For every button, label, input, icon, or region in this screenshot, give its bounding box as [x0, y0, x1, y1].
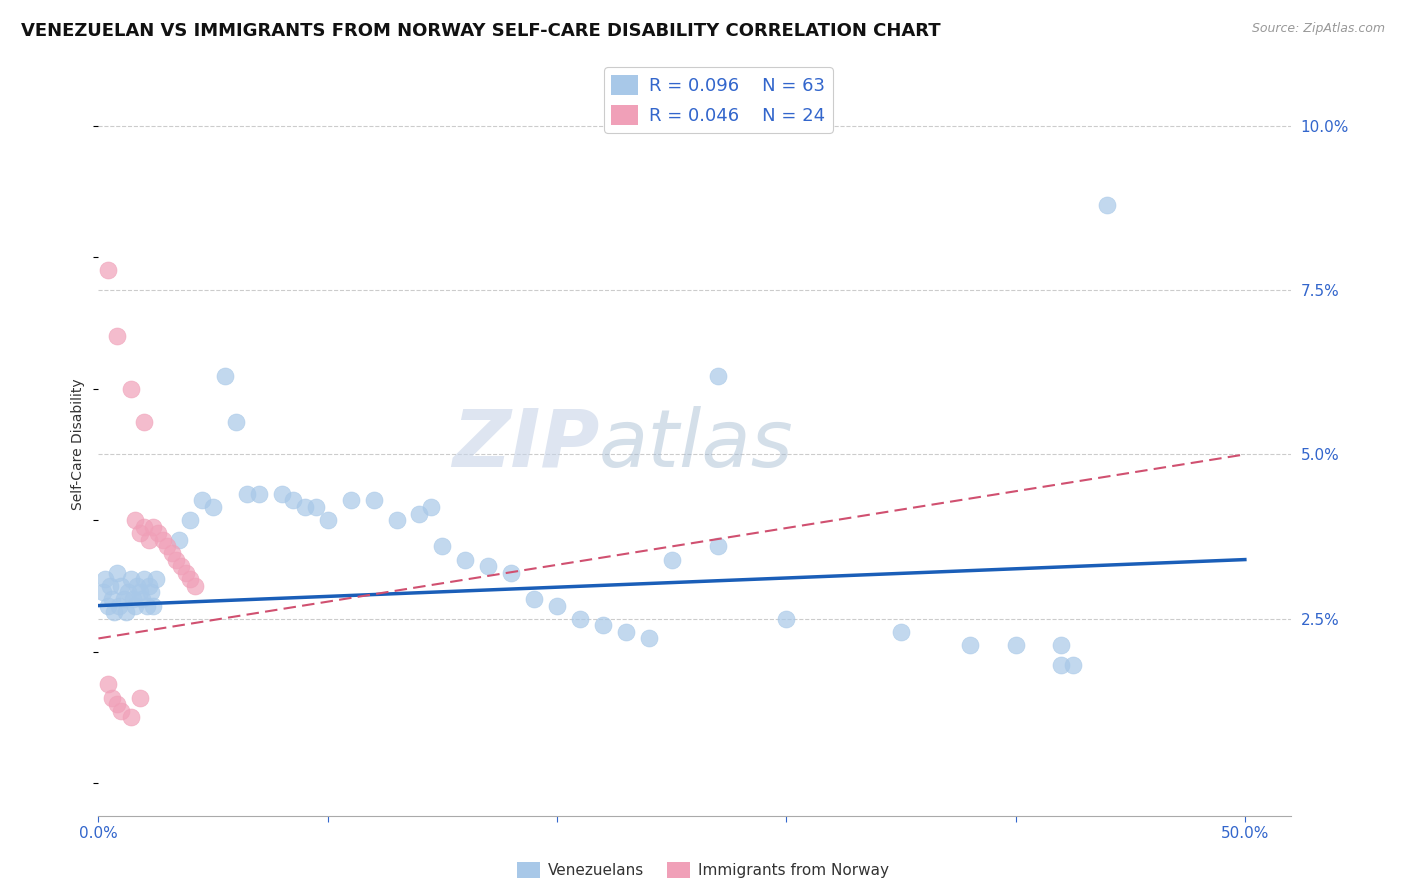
- Point: [128, 526, 150, 541]
- Point: [523, 592, 546, 607]
- Point: [120, 382, 142, 396]
- Point: [1004, 638, 1026, 652]
- Point: [270, 487, 292, 501]
- Point: [108, 599, 131, 613]
- Point: [775, 612, 797, 626]
- Point: [1050, 657, 1073, 672]
- Text: Source: ZipAtlas.com: Source: ZipAtlas.com: [1251, 22, 1385, 36]
- Point: [1062, 657, 1084, 672]
- Point: [706, 540, 728, 554]
- Point: [110, 579, 132, 593]
- Point: [501, 566, 523, 580]
- Point: [890, 624, 912, 639]
- Point: [316, 513, 339, 527]
- Point: [419, 500, 441, 514]
- Text: VENEZUELAN VS IMMIGRANTS FROM NORWAY SELF-CARE DISABILITY CORRELATION CHART: VENEZUELAN VS IMMIGRANTS FROM NORWAY SEL…: [21, 22, 941, 40]
- Point: [614, 624, 637, 639]
- Point: [247, 487, 270, 501]
- Point: [121, 592, 143, 607]
- Point: [134, 519, 156, 533]
- Point: [94, 572, 117, 586]
- Point: [190, 493, 212, 508]
- Point: [110, 704, 132, 718]
- Point: [156, 540, 179, 554]
- Point: [174, 566, 197, 580]
- Point: [637, 632, 659, 646]
- Point: [135, 599, 157, 613]
- Point: [1097, 197, 1119, 211]
- Point: [592, 618, 614, 632]
- Point: [477, 559, 499, 574]
- Point: [225, 415, 247, 429]
- Point: [179, 513, 201, 527]
- Point: [661, 552, 683, 566]
- Point: [152, 533, 174, 547]
- Text: ZIP: ZIP: [451, 406, 599, 483]
- Point: [134, 572, 156, 586]
- Point: [103, 605, 125, 619]
- Point: [339, 493, 361, 508]
- Point: [305, 500, 328, 514]
- Point: [131, 592, 153, 607]
- Point: [408, 507, 430, 521]
- Point: [568, 612, 591, 626]
- Point: [128, 585, 150, 599]
- Point: [432, 540, 454, 554]
- Point: [170, 559, 193, 574]
- Point: [142, 519, 165, 533]
- Point: [105, 329, 128, 343]
- Point: [959, 638, 981, 652]
- Point: [283, 493, 305, 508]
- Point: [141, 585, 163, 599]
- Point: [546, 599, 568, 613]
- Point: [91, 585, 114, 599]
- Legend: R = 0.096    N = 63, R = 0.046    N = 24: R = 0.096 N = 63, R = 0.046 N = 24: [605, 68, 832, 133]
- Point: [138, 533, 160, 547]
- Point: [115, 605, 138, 619]
- Point: [145, 572, 167, 586]
- Point: [98, 579, 121, 593]
- Point: [117, 585, 139, 599]
- Point: [236, 487, 259, 501]
- Y-axis label: Self-Care Disability: Self-Care Disability: [72, 379, 86, 510]
- Point: [202, 500, 225, 514]
- Point: [124, 599, 146, 613]
- Point: [97, 263, 120, 277]
- Point: [363, 493, 385, 508]
- Point: [706, 368, 728, 383]
- Point: [101, 690, 124, 705]
- Point: [124, 513, 146, 527]
- Point: [101, 592, 124, 607]
- Point: [97, 599, 120, 613]
- Point: [120, 572, 142, 586]
- Point: [105, 566, 128, 580]
- Point: [167, 533, 190, 547]
- Text: atlas: atlas: [599, 406, 794, 483]
- Point: [112, 592, 135, 607]
- Point: [128, 690, 150, 705]
- Point: [97, 677, 120, 691]
- Point: [138, 579, 160, 593]
- Point: [142, 599, 165, 613]
- Point: [146, 526, 169, 541]
- Point: [179, 572, 201, 586]
- Point: [127, 579, 149, 593]
- Point: [134, 415, 156, 429]
- Point: [120, 710, 142, 724]
- Point: [184, 579, 207, 593]
- Point: [105, 697, 128, 711]
- Point: [294, 500, 316, 514]
- Legend: Venezuelans, Immigrants from Norway: Venezuelans, Immigrants from Norway: [512, 856, 894, 884]
- Point: [454, 552, 477, 566]
- Point: [1050, 638, 1073, 652]
- Point: [385, 513, 408, 527]
- Point: [160, 546, 183, 560]
- Point: [165, 552, 187, 566]
- Point: [214, 368, 236, 383]
